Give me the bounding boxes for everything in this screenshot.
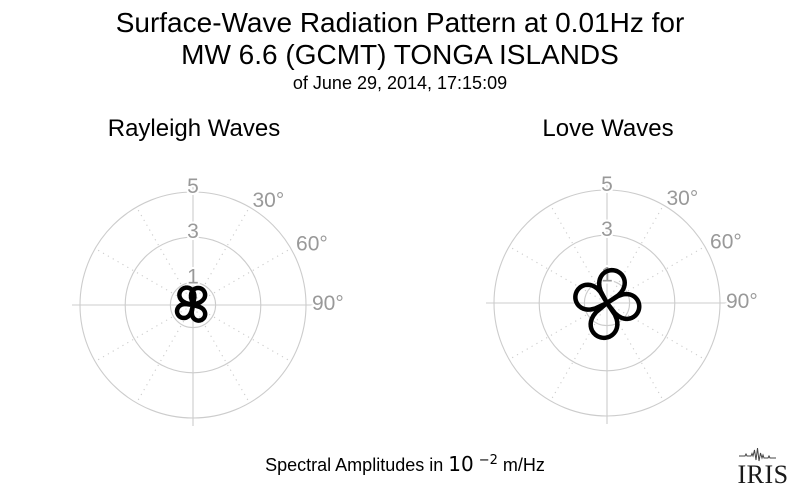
seismogram-icon xyxy=(739,447,776,462)
iris-logo-text: IRIS xyxy=(737,460,788,487)
angle-tick-label: 60° xyxy=(710,231,742,254)
polar-grid xyxy=(72,184,314,426)
angle-tick-label: 30° xyxy=(667,187,699,210)
caption-power-base: 10 xyxy=(448,452,474,476)
angle-tick-label: 90° xyxy=(312,292,344,315)
radius-tick-label: 5 xyxy=(601,173,613,196)
radius-tick-label: 5 xyxy=(187,175,199,198)
radius-tick-label: 3 xyxy=(601,218,613,241)
radiation-pattern-path xyxy=(573,267,642,341)
iris-logo: IRIS xyxy=(737,447,788,487)
figure-title-line2: MW 6.6 (GCMT) TONGA ISLANDS xyxy=(181,39,619,70)
figure-title-block: Surface-Wave Radiation Pattern at 0.01Hz… xyxy=(0,7,800,95)
angle-tick-label: 90° xyxy=(726,290,758,313)
caption-prefix: Spectral Amplitudes in xyxy=(265,455,444,475)
rayleigh-polar-plot: 1 3 5 30° 60° 90° xyxy=(72,173,346,426)
rayleigh-plot-title: Rayleigh Waves xyxy=(107,115,281,142)
figure-title-line1: Surface-Wave Radiation Pattern at 0.01Hz… xyxy=(115,7,685,38)
love-plot-title: Love Waves xyxy=(542,115,674,142)
radiation-pattern-path xyxy=(174,285,208,323)
radius-tick-label: 1 xyxy=(187,265,199,288)
angle-tick-label: 30° xyxy=(253,189,285,212)
grid-labels: 1 3 5 30° 60° 90° xyxy=(185,173,346,317)
amplitude-units-caption: Spectral Amplitudes in 10 −2 m/Hz xyxy=(265,452,545,476)
caption-suffix: m/Hz xyxy=(502,455,545,475)
angle-tick-label: 60° xyxy=(296,233,328,256)
figure-date-line: of June 29, 2014, 17:15:09 xyxy=(292,73,508,93)
caption-power-exponent: −2 xyxy=(478,453,498,468)
radius-tick-label: 3 xyxy=(187,220,199,243)
